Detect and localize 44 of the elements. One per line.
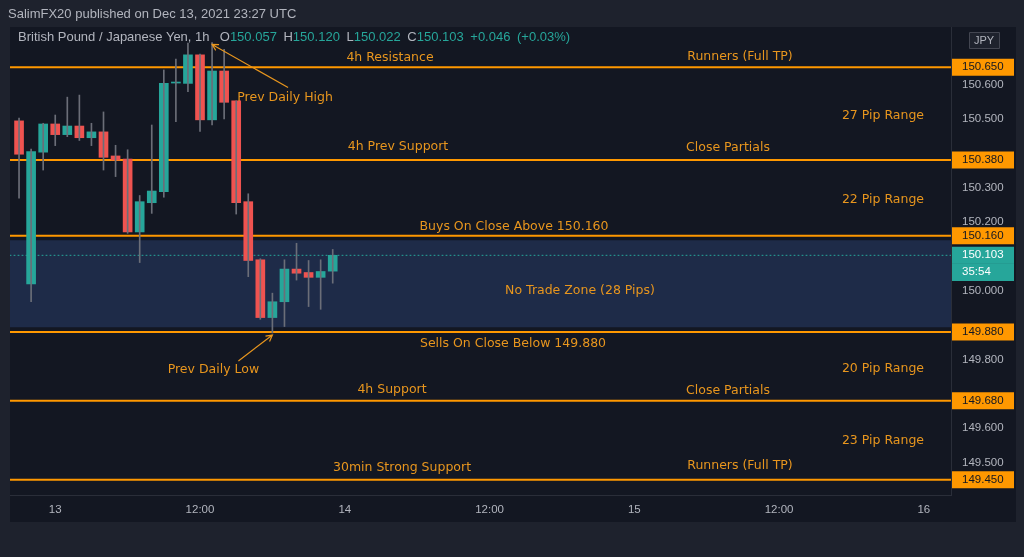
text: SalimFX20 published on Dec 13, 2021 23:27 UTC: [8, 5, 297, 21]
annotation: Prev Daily Low: [167, 361, 260, 377]
y-tick-label: 149.680: [962, 393, 1004, 406]
y-axis-title: JPY: [973, 34, 995, 47]
annotation: 23 Pip Range: [841, 432, 925, 448]
y-tick-label: 150.380: [962, 153, 1004, 166]
annotation: Buys On Close Above 150.160: [419, 218, 609, 234]
y-tick-label: 150.103: [962, 248, 1004, 261]
annotation: No Trade Zone (28 Pips): [505, 282, 655, 298]
annotation: 20 Pip Range: [841, 360, 925, 376]
y-tick-label: 149.800: [962, 352, 1004, 365]
y-tick-label: 149.450: [962, 473, 1004, 486]
text: 35:54: [962, 265, 992, 278]
annotation: 30min Strong Support: [332, 459, 472, 475]
x-tick-label: 13: [48, 503, 62, 516]
y-tick-label: 149.600: [962, 421, 1004, 434]
y-tick-label: 150.500: [962, 111, 1004, 124]
annotation: Close Partials: [686, 382, 770, 398]
annotation: 4h Support: [357, 381, 427, 397]
annotation: Close Partials: [686, 139, 770, 155]
annotation: Runners (Full TP): [687, 457, 793, 473]
y-tick-label: 150.300: [962, 180, 1004, 193]
annotation: 4h Resistance: [346, 49, 434, 65]
y-tick-label: 150.650: [962, 60, 1004, 73]
y-tick-label: 150.000: [962, 283, 1004, 296]
x-tick-label: 14: [338, 503, 352, 516]
y-tick-label: 149.500: [962, 455, 1004, 468]
x-tick-label: 12:00: [185, 503, 215, 516]
text: O150.057 H150.120 L150.022 C150.103 +0.046 (+0.03%): [219, 28, 571, 44]
x-tick-label: 12:00: [764, 503, 794, 516]
annotation: Sells On Close Below 149.880: [419, 335, 607, 351]
y-tick-label: 150.600: [962, 77, 1004, 90]
chart-title: British Pound / Japanese Yen, 1h: [18, 28, 210, 44]
annotation: 4h Prev Support: [347, 138, 449, 154]
x-tick-label: 16: [917, 503, 931, 516]
x-tick-label: 15: [627, 503, 641, 516]
annotation: 27 Pip Range: [841, 107, 925, 123]
y-tick-label: 149.880: [962, 325, 1004, 338]
y-tick-label: 150.160: [962, 228, 1004, 241]
annotation: Runners (Full TP): [687, 48, 793, 64]
annotation: Prev Daily High: [237, 88, 333, 104]
annotation: 22 Pip Range: [841, 191, 925, 207]
x-tick-label: 12:00: [475, 503, 504, 516]
y-tick-label: 150.200: [962, 215, 1004, 228]
